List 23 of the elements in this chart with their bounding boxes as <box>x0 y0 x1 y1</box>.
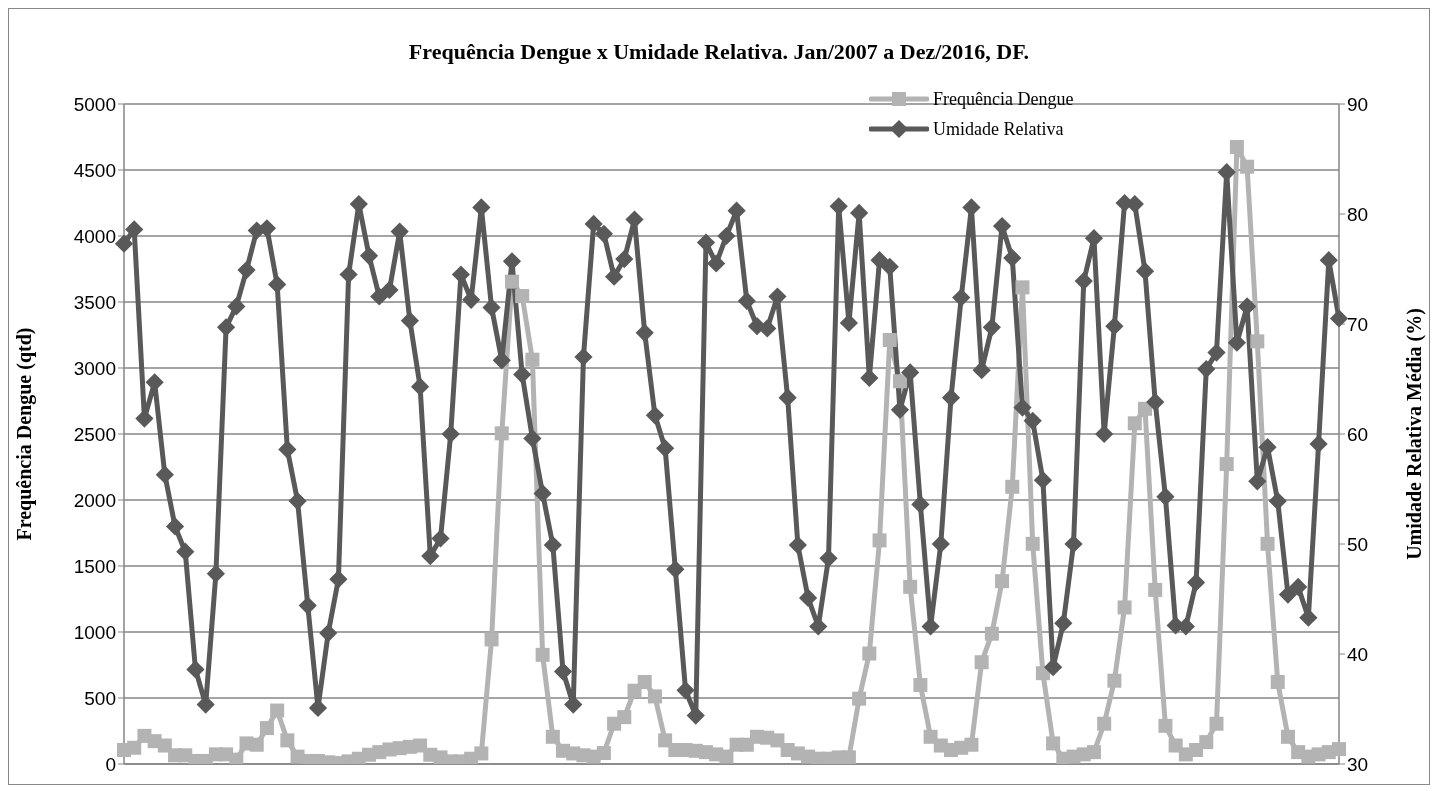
chart-title: Frequência Dengue x Umidade Relativa. Jan/2007 a Dez/2016, DF. <box>407 39 1031 65</box>
legend-label: Frequência Dengue <box>933 88 1074 110</box>
y-tick-label: 500 <box>84 687 116 709</box>
y-tick-label: 2500 <box>73 423 116 445</box>
y2-tick-label: 50 <box>1347 533 1369 555</box>
y2-tick-label: 80 <box>1347 203 1369 225</box>
y-tick-label: 2000 <box>73 489 116 511</box>
y2-tick-label: 90 <box>1347 93 1369 115</box>
y2-tick-label: 30 <box>1347 753 1369 775</box>
y-tick-label: 4000 <box>73 225 116 247</box>
y-tick-label: 3500 <box>73 291 116 313</box>
legend-label: Umidade Relativa <box>933 118 1064 140</box>
y-tick-label: 0 <box>105 753 116 775</box>
y-tick-label: 1500 <box>73 555 116 577</box>
y2-tick-label: 60 <box>1347 423 1369 445</box>
y-tick-label: 3000 <box>73 357 116 379</box>
y2-tick-label: 70 <box>1347 313 1369 335</box>
y-tick-label: 4500 <box>73 159 116 181</box>
y-tick-label: 1000 <box>73 621 116 643</box>
y2-axis-title: Umidade Relativa Média (%) <box>1403 308 1427 560</box>
y-axis-title: Frequência Dengue (qtd) <box>13 327 37 541</box>
y2-tick-label: 40 <box>1347 643 1369 665</box>
y-tick-label: 5000 <box>73 93 116 115</box>
